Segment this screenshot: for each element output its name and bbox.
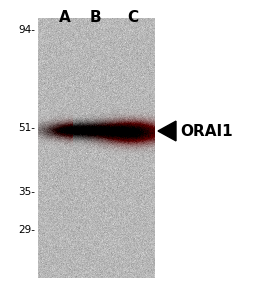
Text: C: C (127, 10, 138, 25)
Text: 29-: 29- (18, 225, 35, 235)
Text: 51-: 51- (18, 123, 35, 133)
Text: B: B (89, 10, 101, 25)
Polygon shape (158, 121, 176, 141)
Text: 35-: 35- (18, 187, 35, 197)
Text: 94-: 94- (18, 25, 35, 35)
Text: A: A (59, 10, 71, 25)
Text: ORAI1: ORAI1 (180, 124, 233, 139)
